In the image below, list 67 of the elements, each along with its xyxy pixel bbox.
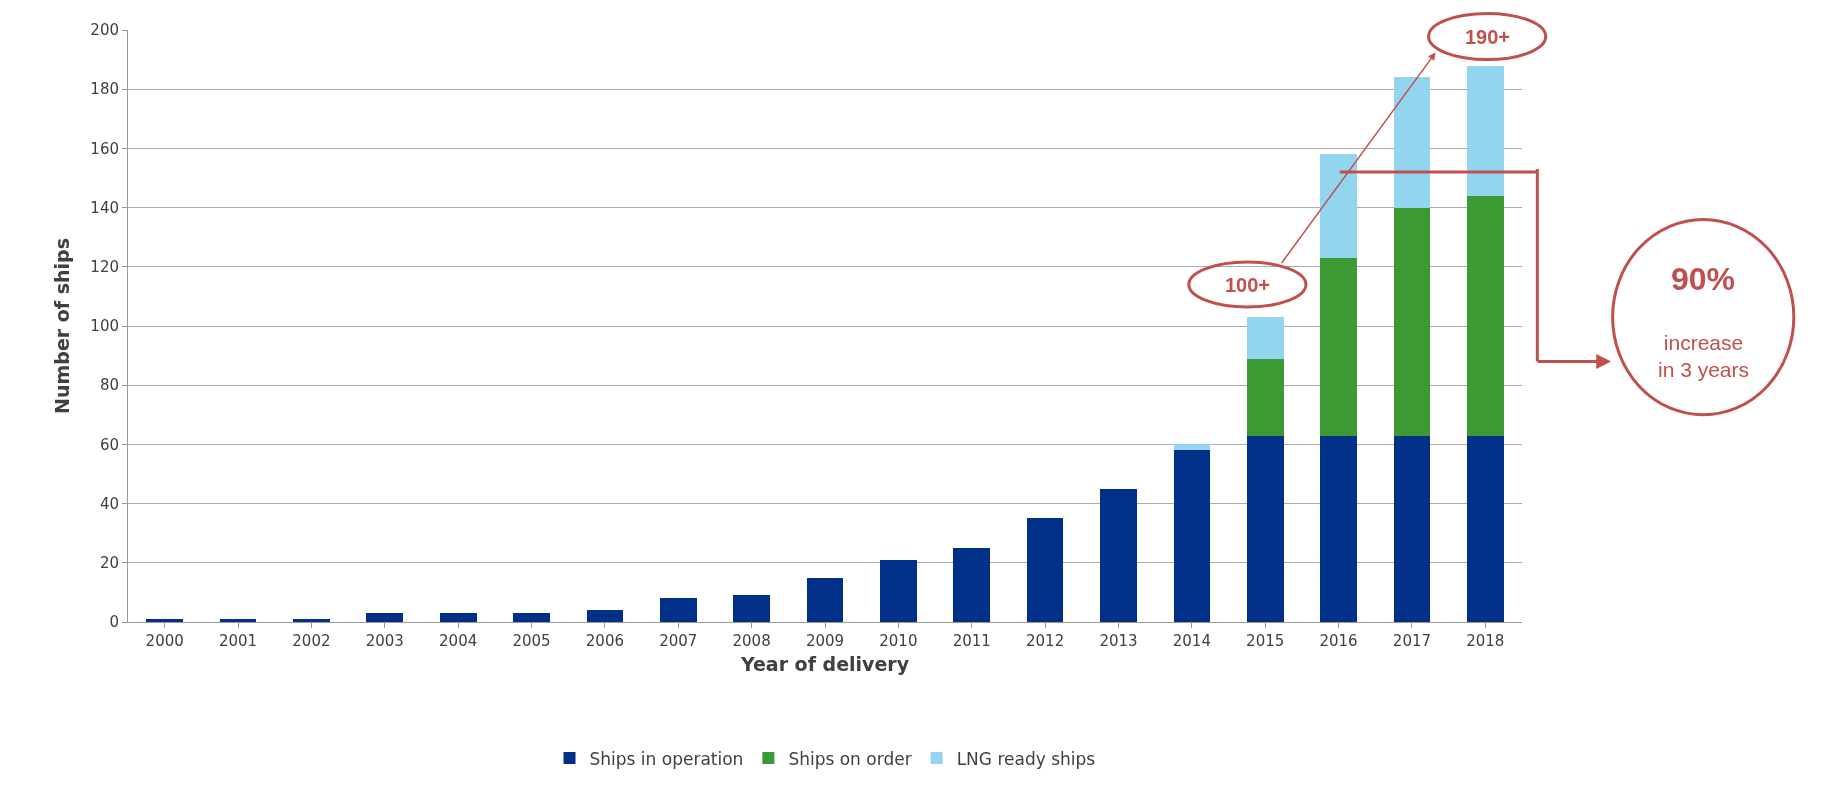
y-tick-label: 20 [99, 554, 119, 573]
x-tick-label: 2016 [1319, 632, 1358, 650]
x-tick-label: 2015 [1246, 632, 1285, 650]
bar [1246, 317, 1284, 359]
annotation: 100+ [1225, 274, 1271, 296]
x-tick-label: 2017 [1392, 632, 1432, 650]
x-tick-label: 2003 [365, 632, 404, 650]
bar [513, 613, 550, 622]
y-tick-label: 120 [90, 258, 119, 277]
bar [1320, 154, 1357, 258]
x-tick-label: 2013 [1099, 632, 1138, 650]
legend-label: Ships in operation [589, 748, 744, 769]
bar [1320, 257, 1357, 436]
bar [1173, 450, 1211, 622]
x-tick-label: 2002 [292, 632, 331, 650]
bar [1466, 195, 1504, 436]
bar [1173, 444, 1211, 451]
x-tick-label: 2006 [585, 632, 624, 650]
bar [1393, 435, 1431, 622]
legend-label: Ships on order [788, 748, 912, 769]
x-tick-label: 2004 [439, 632, 478, 650]
bar [219, 619, 257, 622]
x-tick-label: 2010 [879, 632, 918, 650]
x-tick-label: 2007 [659, 632, 698, 650]
x-tick-label: 2000 [145, 632, 184, 650]
bar [733, 595, 770, 622]
annotation: 190+ [1465, 26, 1511, 48]
y-tick-label: 100 [90, 317, 119, 336]
x-axis-title: Year of delivery [739, 652, 910, 675]
bar [1393, 77, 1431, 208]
bar [439, 613, 477, 622]
y-tick-label: 40 [99, 494, 119, 513]
text: 90% [1671, 261, 1736, 297]
bar [293, 619, 330, 622]
bar [1246, 435, 1284, 622]
x-tick-label: 2008 [732, 632, 771, 650]
bar [953, 548, 991, 622]
bar [806, 577, 844, 622]
x-tick-label: 2001 [218, 632, 258, 650]
bar [1100, 488, 1137, 622]
bar [659, 598, 697, 622]
y-axis-title: Number of ships [51, 238, 74, 414]
y-tick-label: 80 [99, 376, 119, 395]
bar [146, 619, 184, 622]
bar [880, 559, 917, 622]
x-tick-label: 2011 [952, 632, 991, 650]
y-tick-label: 0 [109, 613, 119, 632]
x-tick-label: 2009 [805, 632, 845, 650]
text: increase in 3 years [1658, 331, 1750, 382]
y-tick-label: 180 [90, 80, 119, 99]
x-tick-label: 2005 [512, 632, 551, 650]
y-tick-label: 60 [99, 435, 119, 454]
bar [1320, 435, 1357, 622]
x-tick-label: 2018 [1466, 632, 1505, 650]
bar [586, 610, 624, 622]
bar [366, 613, 404, 622]
y-tick-label: 160 [90, 139, 119, 158]
x-tick-label: 2014 [1172, 632, 1211, 650]
bar [1246, 358, 1284, 436]
y-tick-label: 200 [90, 21, 119, 40]
y-tick-label: 140 [90, 198, 119, 217]
bar [1466, 435, 1504, 622]
bar [1026, 518, 1064, 622]
bar [1393, 207, 1431, 436]
x-tick-label: 2012 [1026, 632, 1065, 650]
bar [1466, 65, 1504, 196]
legend-label: LNG ready ships [956, 748, 1096, 769]
